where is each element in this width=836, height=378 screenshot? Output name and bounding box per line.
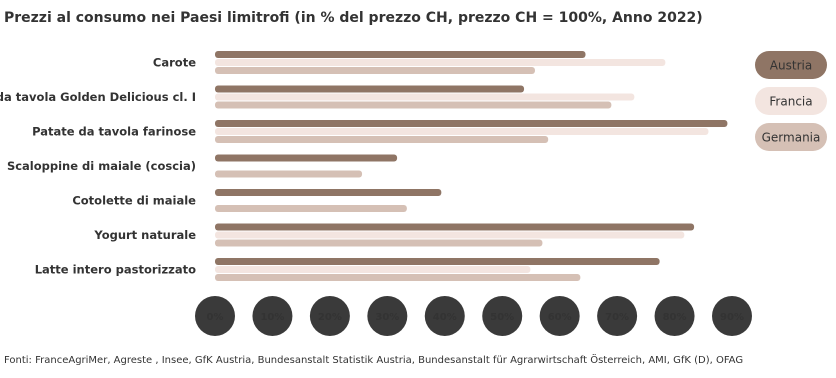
x-tick-label: 60% (548, 312, 572, 323)
x-tick-label: 50% (490, 312, 514, 323)
x-tick-marker (654, 296, 695, 336)
bar (215, 239, 543, 247)
y-tick-label: Yogurt naturale (93, 228, 196, 242)
bar (215, 51, 586, 58)
x-tick-marker (195, 296, 235, 336)
bar (215, 59, 666, 66)
bar (215, 205, 407, 212)
bar (215, 223, 695, 231)
x-tick-marker (367, 296, 408, 336)
x-tick-label: 80% (663, 312, 687, 323)
bar (215, 266, 531, 273)
x-tick-label: 0% (207, 312, 224, 323)
x-tick-marker (712, 296, 752, 336)
legend-swatch (755, 51, 827, 79)
x-tick-marker (539, 296, 580, 336)
bar (215, 274, 581, 281)
x-tick-marker (597, 296, 638, 336)
bar (215, 120, 728, 127)
y-tick-label: Scaloppine di maiale (coscia) (7, 159, 196, 173)
x-tick-marker (424, 296, 465, 336)
bar (215, 136, 549, 143)
x-tick-label: 20% (318, 312, 342, 323)
legend-label: Germania (762, 131, 821, 145)
x-tick-marker (252, 296, 293, 336)
bar (215, 170, 363, 178)
x-tick-label: 70% (605, 312, 629, 323)
bar (215, 128, 709, 135)
y-tick-label: Cotolette di maiale (72, 194, 196, 208)
x-tick-label: 30% (375, 312, 399, 323)
legend-swatch (755, 87, 827, 115)
chart-title: Prezzi al consumo nei Paesi limitrofi (i… (4, 10, 703, 26)
bar (215, 85, 525, 93)
x-tick-label: 90% (720, 312, 744, 323)
y-tick-label: Mele da tavola Golden Delicious cl. I (0, 90, 196, 104)
bar (215, 154, 398, 162)
y-tick-label: Latte intero pastorizzato (35, 263, 196, 277)
bar (215, 231, 685, 239)
bar (215, 93, 635, 101)
x-tick-marker (482, 296, 523, 336)
bar (215, 258, 660, 265)
y-tick-label: Carote (153, 56, 196, 70)
legend-label: Francia (769, 95, 812, 109)
x-tick-marker (309, 296, 350, 336)
x-tick-label: 10% (260, 312, 284, 323)
source-note: Fonti: FranceAgriMer, Agreste , Insee, G… (4, 353, 743, 366)
y-tick-label: Patate da tavola farinose (32, 125, 196, 139)
legend-swatch (755, 123, 827, 151)
x-tick-label: 40% (433, 312, 457, 323)
bar (215, 101, 612, 109)
legend-label: Austria (770, 59, 812, 73)
bar (215, 67, 535, 74)
bar (215, 189, 442, 196)
